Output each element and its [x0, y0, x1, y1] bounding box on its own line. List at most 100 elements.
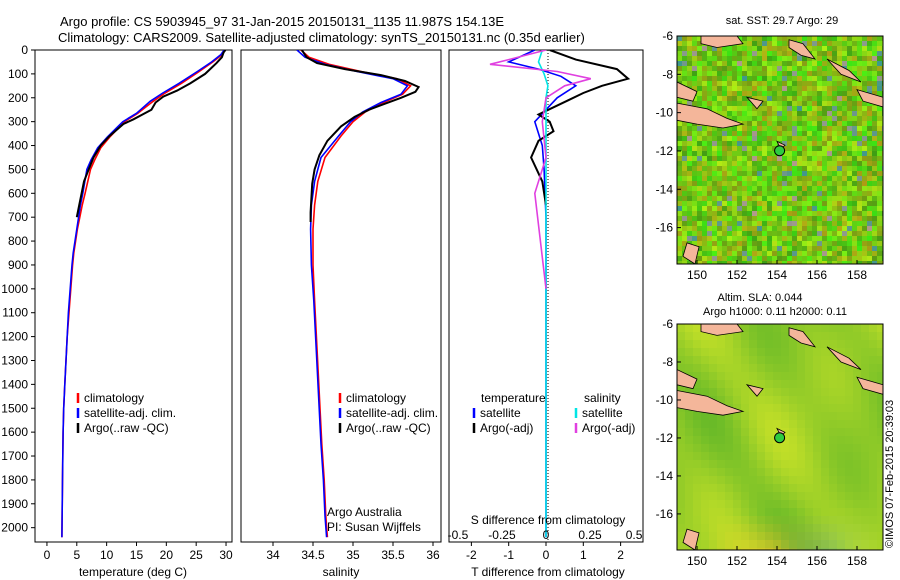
heatmap-cell [872, 46, 878, 52]
heatmap-cell [807, 111, 813, 117]
heatmap-cell [749, 436, 758, 445]
heatmap-cell [827, 261, 833, 264]
heatmap-cell [812, 131, 818, 137]
heatmap-cell [781, 524, 790, 533]
heatmap-cell [727, 131, 733, 137]
heatmap-cell [822, 196, 828, 202]
heatmap-cell [877, 226, 883, 232]
heatmap-cell [797, 86, 803, 92]
heatmap-cell [862, 106, 868, 112]
heatmap-cell [692, 176, 698, 182]
heatmap-cell [727, 146, 733, 152]
heatmap-cell [772, 76, 778, 82]
heatmap-cell [717, 348, 726, 357]
heatmap-cell [747, 91, 753, 97]
heatmap-cell [867, 56, 873, 62]
heatmap-cell [867, 66, 873, 72]
heatmap-cell [782, 81, 788, 87]
heatmap-cell [822, 246, 828, 252]
heatmap-cell [752, 146, 758, 152]
heatmap-cell [777, 176, 783, 182]
heatmap-cell [742, 186, 748, 192]
salinity-legend-label: satellite-adj. clim. [346, 406, 438, 420]
heatmap-cell [732, 191, 738, 197]
heatmap-cell [697, 86, 703, 92]
heatmap-cell [749, 340, 758, 349]
heatmap-cell [842, 41, 848, 47]
heatmap-cell [732, 146, 738, 152]
heatmap-cell [725, 444, 734, 453]
heatmap-cell [732, 66, 738, 72]
depth-tick-label: 1400 [1, 377, 28, 391]
heatmap-cell [852, 121, 858, 127]
heatmap-cell [727, 261, 733, 264]
heatmap-cell [747, 241, 753, 247]
heatmap-cell [827, 131, 833, 137]
heatmap-cell [852, 166, 858, 172]
heatmap-cell [837, 46, 843, 52]
heatmap-cell [732, 81, 738, 87]
heatmap-cell [712, 51, 718, 57]
heatmap-cell [717, 96, 723, 102]
heatmap-cell [687, 56, 693, 62]
heatmap-cell [862, 246, 868, 252]
heatmap-cell [737, 216, 743, 222]
heatmap-cell [847, 106, 853, 112]
heatmap-cell [813, 372, 822, 381]
heatmap-cell [812, 41, 818, 47]
heatmap-cell [853, 524, 862, 533]
heatmap-cell [832, 66, 838, 72]
heatmap-cell [807, 216, 813, 222]
heatmap-cell [752, 86, 758, 92]
heatmap-cell [837, 171, 843, 177]
heatmap-cell [773, 452, 782, 461]
heatmap-cell [692, 126, 698, 132]
heatmap-cell [837, 396, 846, 405]
heatmap-cell [765, 412, 774, 421]
heatmap-cell [772, 231, 778, 237]
heatmap-cell [787, 241, 793, 247]
heatmap-cell [869, 476, 878, 485]
heatmap-cell [727, 141, 733, 147]
heatmap-cell [712, 261, 718, 264]
heatmap-cell [787, 101, 793, 107]
heatmap-cell [742, 201, 748, 207]
heatmap-cell [677, 444, 686, 453]
heatmap-cell [792, 101, 798, 107]
heatmap-cell [789, 492, 798, 501]
heatmap-cell [861, 364, 870, 373]
heatmap-cell [722, 251, 728, 257]
heatmap-cell [822, 146, 828, 152]
heatmap-cell [867, 136, 873, 142]
heatmap-cell [682, 146, 688, 152]
heatmap-cell [842, 191, 848, 197]
map-lon-label: 154 [767, 268, 787, 282]
heatmap-cell [693, 444, 702, 453]
heatmap-cell [853, 460, 862, 469]
heatmap-cell [832, 256, 838, 262]
heatmap-cell [767, 86, 773, 92]
heatmap-cell [749, 508, 758, 517]
heatmap-cell [852, 261, 858, 264]
heatmap-cell [862, 36, 868, 42]
heatmap-cell [777, 256, 783, 262]
heatmap-cell [772, 66, 778, 72]
heatmap-cell [797, 166, 803, 172]
heatmap-cell [709, 516, 718, 525]
heatmap-cell [802, 251, 808, 257]
heatmap-cell [693, 364, 702, 373]
heatmap-cell [741, 396, 750, 405]
heatmap-cell [742, 71, 748, 77]
heatmap-cell [709, 412, 718, 421]
heatmap-cell [877, 181, 883, 187]
temperature-xtick-label: 5 [73, 548, 80, 562]
heatmap-cell [727, 191, 733, 197]
heatmap-cell [842, 86, 848, 92]
heatmap-cell [832, 181, 838, 187]
difference-legend-label: Argo(-adj) [582, 421, 635, 435]
heatmap-cell [701, 516, 710, 525]
heatmap-cell [802, 71, 808, 77]
heatmap-cell [802, 111, 808, 117]
heatmap-cell [847, 241, 853, 247]
heatmap-cell [717, 484, 726, 493]
